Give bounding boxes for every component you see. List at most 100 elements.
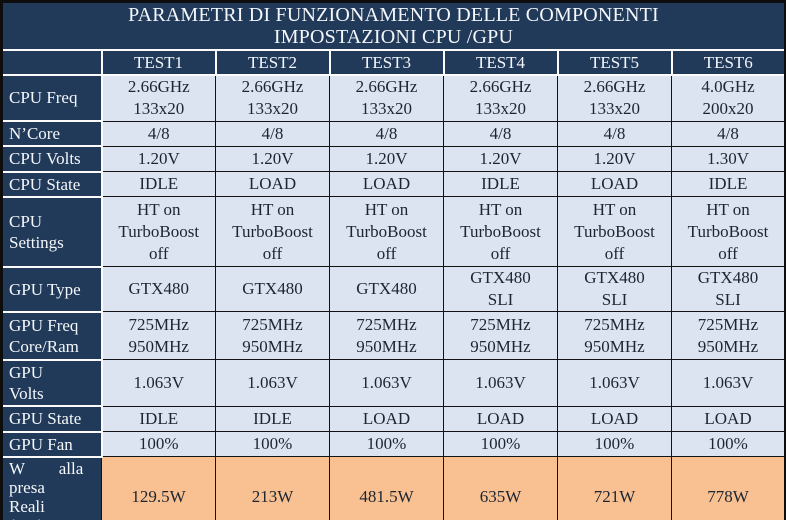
row-label-gpu-type: GPU Type: [0, 265, 103, 313]
cell-gpu-freq-test5: 725MHz 950MHz: [557, 311, 672, 361]
cell-gpu-type-test4: GTX480 SLI: [443, 266, 558, 313]
cell-cpu-volts-test3: 1.20V: [329, 145, 444, 173]
cell-gpu-type-test5: GTX480 SLI: [557, 266, 672, 313]
cell-gpu-state-test1: IDLE: [101, 405, 216, 433]
cell-cpu-state-test1: IDLE: [101, 170, 216, 198]
cell-gpu-freq-test1: 725MHz 950MHz: [101, 311, 216, 361]
column-header-test4: TEST4: [442, 49, 559, 76]
cell-gpu-state-test6: LOAD: [671, 405, 786, 433]
cell-watt-ac-test4: 635W: [443, 456, 558, 520]
row-label-cpu-volts: CPU Volts: [0, 145, 103, 173]
cell-gpu-volts-test3: 1.063V: [329, 359, 444, 407]
row-label-cpu-state: CPU State: [0, 170, 103, 198]
cell-cpu-volts-test6: 1.30V: [671, 145, 786, 173]
row-label-cpu-freq: CPU Freq: [0, 74, 103, 122]
cell-cpu-settings-test5: HT on TurboBoost off: [557, 196, 672, 268]
cell-gpu-type-test6: GTX480 SLI: [671, 266, 786, 313]
cell-gpu-volts-test6: 1.063V: [671, 359, 786, 407]
cell-n-core-test1: 4/8: [101, 120, 216, 147]
cell-gpu-volts-test5: 1.063V: [557, 359, 672, 407]
cell-cpu-state-test6: IDLE: [671, 170, 786, 198]
cell-gpu-freq-test4: 725MHz 950MHz: [443, 311, 558, 361]
table-row-gpu-type: GPU Type GTX480 GTX480 GTX480 GTX480 SLI…: [0, 265, 786, 313]
cell-cpu-freq-test5: 2.66GHz 133x20: [557, 74, 672, 122]
column-header-test5: TEST5: [556, 49, 673, 76]
cell-watt-ac-test5: 721W: [557, 456, 672, 520]
cell-watt-ac-test6: 778W: [671, 456, 786, 520]
row-label-gpu-freq: GPU Freq Core/Ram: [0, 310, 103, 361]
cell-cpu-state-test3: LOAD: [329, 170, 444, 198]
cell-watt-ac-test2: 213W: [215, 456, 330, 520]
cell-n-core-test5: 4/8: [557, 120, 672, 147]
cell-gpu-fan-test6: 100%: [671, 431, 786, 458]
cell-cpu-volts-test2: 1.20V: [215, 145, 330, 173]
column-header-test6: TEST6: [670, 49, 786, 76]
cell-cpu-volts-test5: 1.20V: [557, 145, 672, 173]
cell-cpu-freq-test4: 2.66GHz 133x20: [443, 74, 558, 122]
row-label-cpu-settings: CPU Settings: [0, 195, 103, 268]
cell-n-core-test3: 4/8: [329, 120, 444, 147]
cell-gpu-state-test2: IDLE: [215, 405, 330, 433]
column-header-test1: TEST1: [100, 49, 217, 76]
cell-cpu-volts-test1: 1.20V: [101, 145, 216, 173]
cell-gpu-freq-test2: 725MHz 950MHz: [215, 311, 330, 361]
cell-gpu-fan-test5: 100%: [557, 431, 672, 458]
row-label-gpu-fan: GPU Fan: [0, 430, 103, 458]
cell-gpu-type-test1: GTX480: [101, 266, 216, 313]
cell-gpu-fan-test3: 100%: [329, 431, 444, 458]
title-row: PARAMETRI DI FUNZIONAMENTO DELLE COMPONE…: [0, 0, 786, 51]
row-label-gpu-volts: GPU Volts: [0, 358, 103, 408]
table-row-cpu-state: CPU State IDLE LOAD LOAD IDLE LOAD IDLE: [0, 170, 786, 198]
corner-cell: [0, 49, 103, 76]
cell-watt-ac-test1: 129.5W: [101, 456, 216, 520]
cell-n-core-test2: 4/8: [215, 120, 330, 147]
cell-watt-ac-test3: 481.5W: [329, 456, 444, 520]
cell-cpu-freq-test3: 2.66GHz 133x20: [329, 74, 444, 122]
table-row-cpu-freq: CPU Freq 2.66GHz 133x20 2.66GHz 133x20 2…: [0, 74, 786, 122]
cell-gpu-volts-test4: 1.063V: [443, 359, 558, 407]
table-row-cpu-volts: CPU Volts 1.20V 1.20V 1.20V 1.20V 1.20V …: [0, 145, 786, 173]
row-label-watt-ac: W alla presa Reali (AC): [0, 455, 102, 520]
cell-cpu-state-test5: LOAD: [557, 170, 672, 198]
cell-cpu-state-test2: LOAD: [215, 170, 330, 198]
cell-gpu-freq-test6: 725MHz 950MHz: [671, 311, 786, 361]
cell-n-core-test6: 4/8: [671, 120, 786, 147]
cell-cpu-volts-test4: 1.20V: [443, 145, 558, 173]
cell-cpu-settings-test4: HT on TurboBoost off: [443, 196, 558, 268]
cell-cpu-settings-test6: HT on TurboBoost off: [671, 196, 786, 268]
cell-gpu-freq-test3: 725MHz 950MHz: [329, 311, 444, 361]
column-header-row: TEST1 TEST2 TEST3 TEST4 TEST5 TEST6: [0, 49, 786, 76]
cell-cpu-freq-test2: 2.66GHz 133x20: [215, 74, 330, 122]
cell-cpu-settings-test1: HT on TurboBoost off: [101, 196, 216, 268]
cell-cpu-settings-test2: HT on TurboBoost off: [215, 196, 330, 268]
table-row-gpu-freq: GPU Freq Core/Ram 725MHz 950MHz 725MHz 9…: [0, 310, 786, 361]
cell-gpu-state-test3: LOAD: [329, 405, 444, 433]
table-row-watt-ac: W alla presa Reali (AC) 129.5W 213W 481.…: [0, 455, 786, 520]
cell-cpu-settings-test3: HT on TurboBoost off: [329, 196, 444, 268]
cell-gpu-fan-test4: 100%: [443, 431, 558, 458]
cell-gpu-state-test5: LOAD: [557, 405, 672, 433]
cell-gpu-fan-test1: 100%: [101, 431, 216, 458]
cell-cpu-state-test4: IDLE: [443, 170, 558, 198]
cell-gpu-volts-test2: 1.063V: [215, 359, 330, 407]
cell-gpu-type-test2: GTX480: [215, 266, 330, 313]
column-header-test3: TEST3: [328, 49, 445, 76]
table-row-cpu-settings: CPU Settings HT on TurboBoost off HT on …: [0, 195, 786, 268]
cell-gpu-fan-test2: 100%: [215, 431, 330, 458]
table-row-gpu-fan: GPU Fan 100% 100% 100% 100% 100% 100%: [0, 430, 786, 458]
cell-cpu-freq-test1: 2.66GHz 133x20: [101, 74, 216, 122]
cell-gpu-type-test3: GTX480: [329, 266, 444, 313]
column-header-test2: TEST2: [214, 49, 331, 76]
table-title: PARAMETRI DI FUNZIONAMENTO DELLE COMPONE…: [0, 0, 786, 51]
cell-gpu-volts-test1: 1.063V: [101, 359, 216, 407]
row-label-n-core: N’Core: [0, 119, 103, 148]
table-row-n-core: N’Core 4/8 4/8 4/8 4/8 4/8 4/8: [0, 119, 786, 148]
table-row-gpu-state: GPU State IDLE IDLE LOAD LOAD LOAD LOAD: [0, 405, 786, 433]
table-row-gpu-volts: GPU Volts 1.063V 1.063V 1.063V 1.063V 1.…: [0, 358, 786, 408]
cell-gpu-state-test4: LOAD: [443, 405, 558, 433]
cell-cpu-freq-test6: 4.0GHz 200x20: [671, 74, 786, 122]
cell-n-core-test4: 4/8: [443, 120, 558, 147]
row-label-gpu-state: GPU State: [0, 405, 103, 433]
